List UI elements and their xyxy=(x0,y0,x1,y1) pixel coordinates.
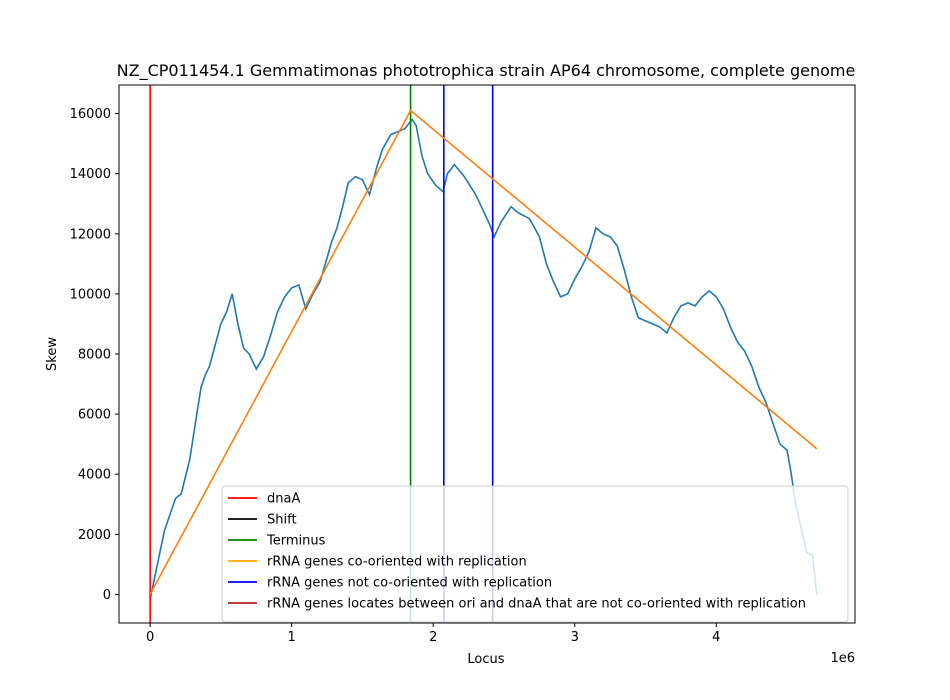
x-tick-label: 4 xyxy=(712,630,720,645)
plot-area: 0 1 2 3 4 0 2000 4000 6000 8000 10000 12000 14000 160… xyxy=(70,84,856,645)
y-tick-label: 16000 xyxy=(70,107,111,122)
y-tick-label: 14000 xyxy=(70,167,111,182)
x-axis-offset-label: 1e6 xyxy=(830,651,855,666)
x-tick-label: 0 xyxy=(146,630,154,645)
legend-label: rRNA genes locates between ori and dnaA … xyxy=(267,597,806,612)
chart-title: NZ_CP011454.1 Gemmatimonas phototrophica… xyxy=(117,61,856,81)
fit-line xyxy=(149,109,818,595)
y-tick-label: 2000 xyxy=(78,528,111,543)
y-tick-label: 10000 xyxy=(70,287,111,302)
legend-box xyxy=(221,485,849,623)
y-axis-label: Skew xyxy=(45,337,60,371)
legend-label: dnaA xyxy=(267,492,300,507)
legend-label: Terminus xyxy=(266,534,326,549)
y-tick-label: 4000 xyxy=(78,468,111,483)
x-tick-label: 1 xyxy=(288,630,296,645)
legend-label: Shift xyxy=(267,513,297,528)
y-tick-label: 8000 xyxy=(78,348,111,363)
y-tick-label: 0 xyxy=(103,588,111,603)
y-tick-label: 12000 xyxy=(70,227,111,242)
x-tick-label: 2 xyxy=(429,630,437,645)
legend-label: rRNA genes co-oriented with replication xyxy=(267,555,527,570)
legend-label: rRNA genes not co-oriented with replicat… xyxy=(267,576,552,591)
x-axis-label: Locus xyxy=(467,652,504,667)
y-tick-label: 6000 xyxy=(78,408,111,423)
x-tick-label: 3 xyxy=(571,630,579,645)
skew-series-line xyxy=(149,118,818,600)
